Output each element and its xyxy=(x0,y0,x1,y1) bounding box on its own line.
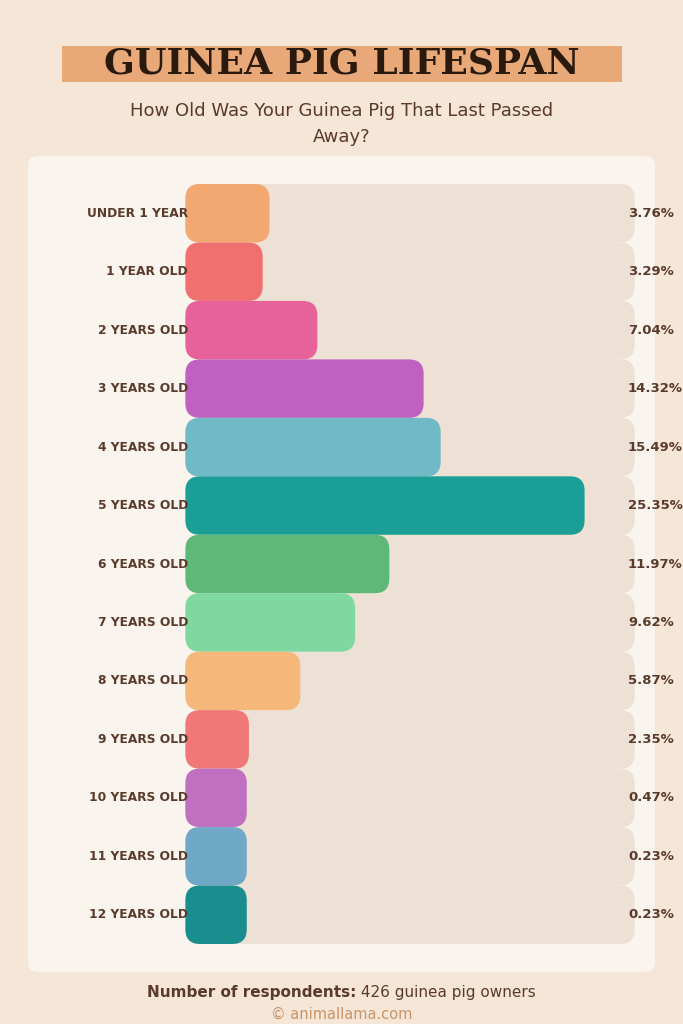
Text: 7.04%: 7.04% xyxy=(628,324,674,337)
Text: 9.62%: 9.62% xyxy=(628,616,673,629)
Text: 3 YEARS OLD: 3 YEARS OLD xyxy=(98,382,188,395)
Text: 14.32%: 14.32% xyxy=(628,382,683,395)
FancyBboxPatch shape xyxy=(185,651,301,711)
Text: 0.23%: 0.23% xyxy=(628,850,674,863)
Text: 1 YEAR OLD: 1 YEAR OLD xyxy=(107,265,188,279)
Text: UNDER 1 YEAR: UNDER 1 YEAR xyxy=(87,207,188,220)
Text: 10 YEARS OLD: 10 YEARS OLD xyxy=(89,792,188,804)
FancyBboxPatch shape xyxy=(185,359,423,418)
Text: 0.47%: 0.47% xyxy=(628,792,674,804)
FancyBboxPatch shape xyxy=(185,301,318,359)
Text: 5 YEARS OLD: 5 YEARS OLD xyxy=(98,499,188,512)
FancyBboxPatch shape xyxy=(185,711,249,769)
FancyBboxPatch shape xyxy=(185,418,441,476)
FancyBboxPatch shape xyxy=(185,593,355,651)
FancyBboxPatch shape xyxy=(185,886,635,944)
FancyBboxPatch shape xyxy=(185,827,247,886)
Text: 3.76%: 3.76% xyxy=(628,207,674,220)
Text: 3.29%: 3.29% xyxy=(628,265,673,279)
FancyBboxPatch shape xyxy=(185,827,635,886)
Text: 9 YEARS OLD: 9 YEARS OLD xyxy=(98,733,188,745)
Text: GUINEA PIG LIFESPAN: GUINEA PIG LIFESPAN xyxy=(104,47,579,81)
FancyBboxPatch shape xyxy=(185,243,635,301)
FancyBboxPatch shape xyxy=(185,769,247,827)
Text: 426 guinea pig owners: 426 guinea pig owners xyxy=(357,984,536,999)
FancyBboxPatch shape xyxy=(61,46,622,82)
Text: 7 YEARS OLD: 7 YEARS OLD xyxy=(98,616,188,629)
FancyBboxPatch shape xyxy=(185,476,585,535)
Text: 15.49%: 15.49% xyxy=(628,440,683,454)
Text: 5.87%: 5.87% xyxy=(628,675,673,687)
FancyBboxPatch shape xyxy=(185,301,635,359)
Text: How Old Was Your Guinea Pig That Last Passed
Away?: How Old Was Your Guinea Pig That Last Pa… xyxy=(130,102,553,145)
FancyBboxPatch shape xyxy=(185,184,270,243)
Text: © animallama.com: © animallama.com xyxy=(271,1007,412,1022)
FancyBboxPatch shape xyxy=(185,651,635,711)
FancyBboxPatch shape xyxy=(185,593,635,651)
FancyBboxPatch shape xyxy=(185,418,635,476)
Text: Number of respondents:: Number of respondents: xyxy=(147,984,357,999)
FancyBboxPatch shape xyxy=(185,184,635,243)
Text: 4 YEARS OLD: 4 YEARS OLD xyxy=(98,440,188,454)
FancyBboxPatch shape xyxy=(185,243,263,301)
FancyBboxPatch shape xyxy=(185,769,635,827)
Text: 11 YEARS OLD: 11 YEARS OLD xyxy=(89,850,188,863)
FancyBboxPatch shape xyxy=(185,359,635,418)
FancyBboxPatch shape xyxy=(185,535,389,593)
Text: 2 YEARS OLD: 2 YEARS OLD xyxy=(98,324,188,337)
FancyBboxPatch shape xyxy=(28,156,655,972)
Text: 8 YEARS OLD: 8 YEARS OLD xyxy=(98,675,188,687)
Text: 0.23%: 0.23% xyxy=(628,908,674,922)
FancyBboxPatch shape xyxy=(185,535,635,593)
FancyBboxPatch shape xyxy=(185,476,635,535)
Text: 11.97%: 11.97% xyxy=(628,557,683,570)
FancyBboxPatch shape xyxy=(185,886,247,944)
Text: 6 YEARS OLD: 6 YEARS OLD xyxy=(98,557,188,570)
Text: 25.35%: 25.35% xyxy=(628,499,683,512)
Text: 2.35%: 2.35% xyxy=(628,733,673,745)
FancyBboxPatch shape xyxy=(185,711,635,769)
Text: 12 YEARS OLD: 12 YEARS OLD xyxy=(89,908,188,922)
